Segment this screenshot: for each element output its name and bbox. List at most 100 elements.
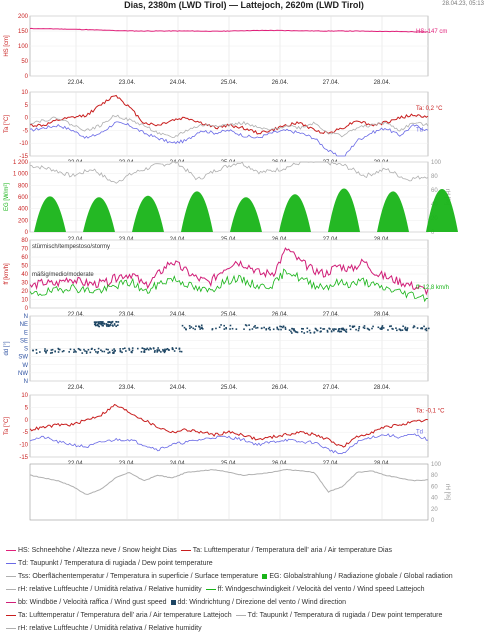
dd-point (300, 327, 303, 330)
dd-point (269, 328, 271, 331)
dd-point (223, 324, 225, 327)
y-tick-label: 0 (25, 230, 29, 236)
legend-swatch (180, 549, 191, 551)
y-tick-label: W (22, 363, 28, 369)
y-tick-label: 200 (18, 14, 29, 20)
dd-point (358, 325, 361, 328)
y-axis-label: EG [W/m²] (4, 183, 10, 211)
y2-tick-label: 80 (431, 174, 438, 180)
dd-point (349, 325, 351, 327)
legend-swatch (6, 588, 16, 590)
dd-point (338, 328, 340, 330)
dd-point (150, 348, 152, 350)
dd-point (96, 323, 99, 326)
legend-label: EG: Globalstrahlung / Radiazione globale… (269, 573, 453, 580)
dd-point (423, 325, 425, 328)
dd-point (111, 324, 113, 327)
dd-point (113, 323, 116, 325)
y-tick-label: -10 (19, 141, 28, 147)
y-tick-label: 20 (21, 289, 28, 295)
legend-label: Ta: Lufttemperatur / Temperatura dell' a… (192, 547, 393, 554)
dd-point (290, 330, 292, 333)
legend-row: rH: relative Luftfeuchte / Umidità relat… (2, 625, 486, 632)
bb-line (29, 247, 429, 296)
dd-point (58, 348, 61, 351)
dd-point (45, 351, 47, 354)
dd-point (94, 323, 96, 326)
x-tick-label: 27.04. (323, 385, 340, 391)
y-tick-label: 10 (21, 90, 28, 96)
dd-point (288, 329, 291, 331)
dd-point (357, 329, 360, 332)
dd-point (416, 327, 419, 329)
Td-line (29, 433, 428, 455)
dd-point (108, 321, 110, 323)
dd-point (330, 330, 333, 333)
dd-point (100, 349, 102, 351)
dd-point (306, 327, 309, 330)
dd-point (171, 347, 174, 349)
dd-point (404, 326, 407, 329)
legend-swatch (205, 588, 216, 590)
dd-point (107, 324, 110, 327)
dd-point (122, 347, 124, 350)
dd-point (395, 327, 397, 330)
dd-point (282, 326, 284, 329)
dd-point (115, 320, 117, 323)
dd-point (192, 327, 195, 330)
dd-point (338, 328, 341, 330)
dd-point (49, 352, 52, 354)
dd-point (50, 349, 53, 351)
dd-point (396, 329, 398, 332)
dd-point (337, 329, 340, 331)
y-tick-label: 100 (18, 44, 29, 50)
dd-point (123, 347, 126, 350)
dd-point (223, 328, 226, 330)
dd-point (108, 351, 111, 354)
dd-point (326, 329, 329, 332)
dd-point (279, 325, 281, 328)
y-tick-label: 5 (25, 103, 29, 109)
dd-point (427, 327, 430, 330)
dd-point (157, 347, 159, 349)
dd-point (328, 327, 330, 330)
dd-point (392, 328, 394, 330)
dd-point (44, 348, 46, 350)
dd-point (57, 351, 60, 353)
dd-point (178, 347, 181, 350)
dd-point (85, 352, 88, 354)
y-tick-label: 0 (25, 116, 29, 122)
dd-point (322, 328, 324, 330)
dd-point (358, 327, 360, 330)
dd-point (58, 348, 60, 351)
dd-point (301, 330, 303, 333)
dd-point (85, 350, 88, 353)
dd-point (164, 348, 166, 351)
annotation: mäßig/medio/moderate (32, 272, 94, 278)
dd-point (163, 351, 166, 354)
annotation: ff: 12,8 km/h (416, 285, 449, 291)
dd-point (152, 347, 155, 349)
dd-point (421, 327, 423, 329)
dd-point (198, 326, 201, 328)
dd-point (145, 348, 148, 351)
dd-point (200, 324, 203, 327)
y-axis-label: Ta [°C] (4, 115, 10, 133)
dd-point (381, 325, 384, 327)
dd-point (306, 331, 309, 333)
legend-label: HS: Schneehöhe / Altezza neve / Snow hei… (18, 547, 177, 554)
dd-point (156, 349, 158, 351)
eg-area (279, 194, 311, 232)
dd-point (140, 351, 143, 353)
y2-tick-label: 100 (431, 462, 442, 468)
dd-point (156, 351, 159, 353)
x-tick-label: 23.04. (119, 385, 136, 391)
y-tick-label: 10 (21, 298, 28, 304)
dd-point (340, 330, 343, 333)
dd-point (111, 349, 114, 352)
dd-point (107, 323, 109, 326)
dd-point (243, 328, 245, 330)
dd-point (293, 329, 295, 332)
dd-point (131, 347, 134, 349)
rH-line (29, 468, 428, 495)
